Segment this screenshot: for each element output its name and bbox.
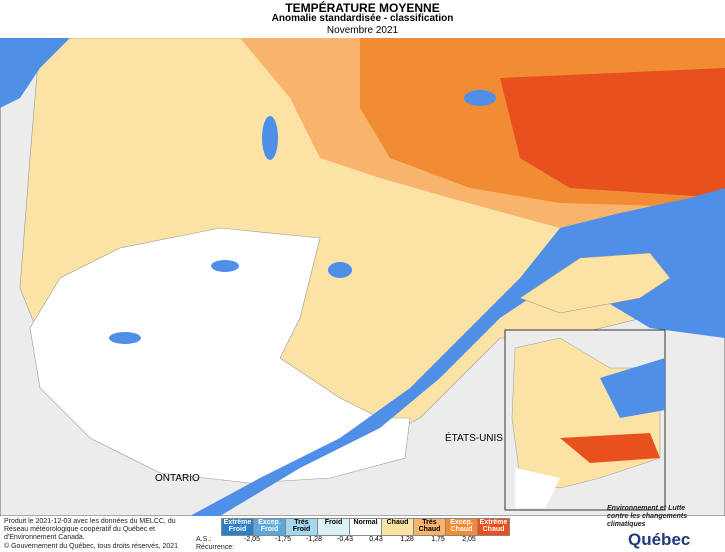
legend-class: Extrême Chaud xyxy=(477,518,510,536)
title: TEMPÉRATURE MOYENNE xyxy=(285,1,440,15)
region-extreme-chaud xyxy=(500,68,725,198)
map: ONTARIO ÉTATS-UNIS xyxy=(0,38,725,516)
threshold-label: 1,75 xyxy=(431,536,445,543)
inset-water xyxy=(600,358,665,418)
period: Novembre 2021 xyxy=(326,25,399,36)
threshold-label: 2,05 xyxy=(462,536,476,543)
legend-class: Très Froid xyxy=(285,518,318,536)
legend-class: Très Chaud xyxy=(413,518,446,536)
recurrence-label: Récurrence: xyxy=(196,544,235,551)
threshold-label: 1,28 xyxy=(400,536,414,543)
as-label: A.S.: xyxy=(196,536,212,543)
lake xyxy=(211,260,239,272)
ministry: Environnement et Lutte contre les change… xyxy=(607,505,688,528)
threshold-label: -2,05 xyxy=(244,536,260,543)
threshold-label: -0,43 xyxy=(337,536,353,543)
legend-class: Normal xyxy=(349,518,382,536)
legend-class: Chaud xyxy=(381,518,414,536)
lake xyxy=(109,332,141,344)
threshold-label: 0,43 xyxy=(369,536,383,543)
water-hudson xyxy=(0,38,70,108)
subtitle: Anomalie standardisée - classification xyxy=(271,13,454,24)
lake xyxy=(328,262,352,278)
legend-class: Extrême Froid xyxy=(221,518,254,536)
legend: Extrême Froid Excep. Froid Très Froid Froid… xyxy=(221,518,510,536)
legend-class: Excep. Chaud xyxy=(445,518,478,536)
label-ontario: ONTARIO xyxy=(155,473,200,484)
inset-hot xyxy=(560,433,660,463)
threshold-label: -1,28 xyxy=(306,536,322,543)
copyright: © Gouvernement du Québec, tous droits ré… xyxy=(4,543,179,550)
legend-class: Excep. Froid xyxy=(253,518,286,536)
lake xyxy=(464,90,496,106)
brand: Québec xyxy=(628,530,691,549)
inset-normal xyxy=(515,468,560,508)
credit: Produit le 2021-12-03 avec les données d… xyxy=(4,518,176,541)
lake xyxy=(262,116,278,160)
region-gaspesie xyxy=(519,252,671,314)
legend-class: Froid xyxy=(317,518,350,536)
label-usa: ÉTATS-UNIS xyxy=(445,431,503,444)
threshold-label: -1,75 xyxy=(275,536,291,543)
